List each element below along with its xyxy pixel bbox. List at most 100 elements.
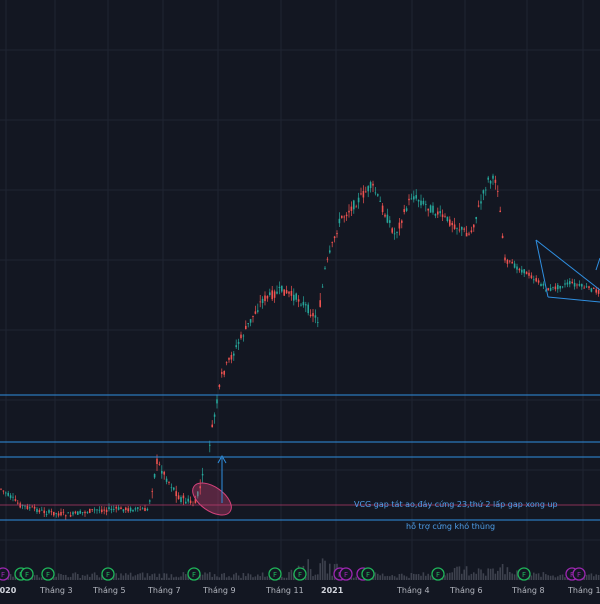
candle-body (170, 487, 173, 489)
dividend-event-icon[interactable]: F (0, 567, 10, 581)
volume-bar (101, 575, 103, 580)
candle-body (451, 222, 453, 226)
earnings-event-icon[interactable]: F (268, 567, 282, 581)
volume-bar (122, 575, 125, 580)
volume-bar (451, 572, 453, 580)
volume-bar (398, 574, 401, 580)
candle-body (137, 507, 139, 509)
breakout-arrow[interactable] (595, 257, 600, 271)
volume-bar (285, 577, 288, 580)
candle-body (2, 490, 5, 492)
event-circle (268, 567, 282, 581)
volume-bar (355, 576, 357, 580)
trendline-connector[interactable] (535, 239, 549, 298)
earnings-event-icon[interactable]: F (361, 567, 375, 581)
volume-bar (372, 576, 374, 580)
candle-body (521, 269, 523, 273)
volume-bar (53, 577, 55, 580)
candle-body (156, 458, 158, 464)
candle-body (122, 509, 125, 512)
earnings-event-icon[interactable]: F (431, 567, 445, 581)
earnings-event-icon[interactable]: F (517, 567, 531, 581)
grid (0, 0, 600, 580)
candle-body (319, 300, 321, 307)
volume-bar (393, 576, 396, 580)
candle-body (43, 510, 45, 514)
candle-body (475, 217, 477, 220)
volume-bar (149, 575, 151, 580)
volume-bar (542, 572, 545, 580)
candle-body (417, 200, 420, 202)
volume-bar (199, 574, 201, 580)
volume-bar (257, 574, 259, 580)
candle-body (81, 512, 84, 513)
earnings-event-icon[interactable]: F (101, 567, 115, 581)
volume-bar (77, 574, 79, 580)
volume-bar (513, 574, 516, 580)
candle-body (65, 515, 67, 517)
volume-bar (477, 568, 480, 580)
volume-bar (504, 574, 506, 580)
candle-body (223, 371, 225, 375)
gap-annotation[interactable]: VCG gap tát ao,đáy cứng 23,thứ 2 lấp gap… (354, 500, 558, 509)
dividend-event-icon[interactable]: F (339, 567, 353, 581)
candle-body (590, 288, 593, 292)
volume-bar (216, 576, 218, 580)
support-annotation[interactable]: hỗ trợ cứng khó thủng (406, 522, 496, 531)
event-label: F (298, 571, 302, 579)
volume-bar (501, 564, 504, 580)
candle-body (261, 298, 264, 303)
candle-body (132, 509, 134, 512)
volume-bar (156, 577, 158, 580)
event-circle (20, 567, 34, 581)
trendline-lower[interactable] (547, 296, 600, 303)
trendline-upper[interactable] (535, 239, 600, 291)
candle-body (281, 285, 283, 292)
candle-body (367, 186, 369, 192)
volume-bar (230, 577, 233, 580)
candle-body (511, 261, 513, 264)
volume-bar (314, 574, 317, 580)
candle-body (374, 192, 377, 194)
volume-bar (57, 573, 60, 580)
candlestick-series[interactable] (0, 173, 600, 520)
volume-bar (115, 573, 117, 580)
candle-body (458, 229, 461, 231)
volume-bar (379, 575, 381, 580)
volume-bar (132, 576, 134, 580)
earnings-event-icon[interactable]: F (41, 567, 55, 581)
candle-body (125, 507, 127, 510)
candle-body (29, 507, 31, 509)
candle-body (360, 193, 362, 195)
event-markers[interactable]: FFFFFFFFFFFFFFFF (0, 567, 586, 581)
earnings-event-icon[interactable]: F (293, 567, 307, 581)
candle-body (77, 511, 79, 515)
volume-bar (492, 568, 494, 580)
volume-bar (175, 576, 177, 580)
highlight-ellipse[interactable] (187, 477, 237, 522)
candle-body (597, 290, 600, 294)
candle-body (264, 295, 266, 302)
candle-body (432, 205, 434, 213)
candle-body (69, 515, 72, 517)
earnings-event-icon[interactable]: F (187, 567, 201, 581)
volume-bar (473, 572, 475, 580)
volume-bar (163, 573, 165, 580)
earnings-event-icon[interactable]: F (20, 567, 34, 581)
dividend-event-icon[interactable]: F (572, 567, 586, 581)
volume-bar (242, 573, 245, 580)
volume-bar (465, 566, 468, 580)
volume-bar (201, 574, 204, 580)
candle-body (485, 189, 487, 191)
volume-bar (413, 573, 415, 580)
volume-bar (444, 575, 446, 580)
event-label: F (366, 571, 370, 579)
drawings[interactable] (0, 239, 600, 522)
candle-body (585, 286, 588, 288)
candle-body (201, 473, 204, 476)
volume-bar (425, 575, 427, 580)
volume-bar (245, 576, 247, 580)
volume-bar (288, 572, 290, 580)
